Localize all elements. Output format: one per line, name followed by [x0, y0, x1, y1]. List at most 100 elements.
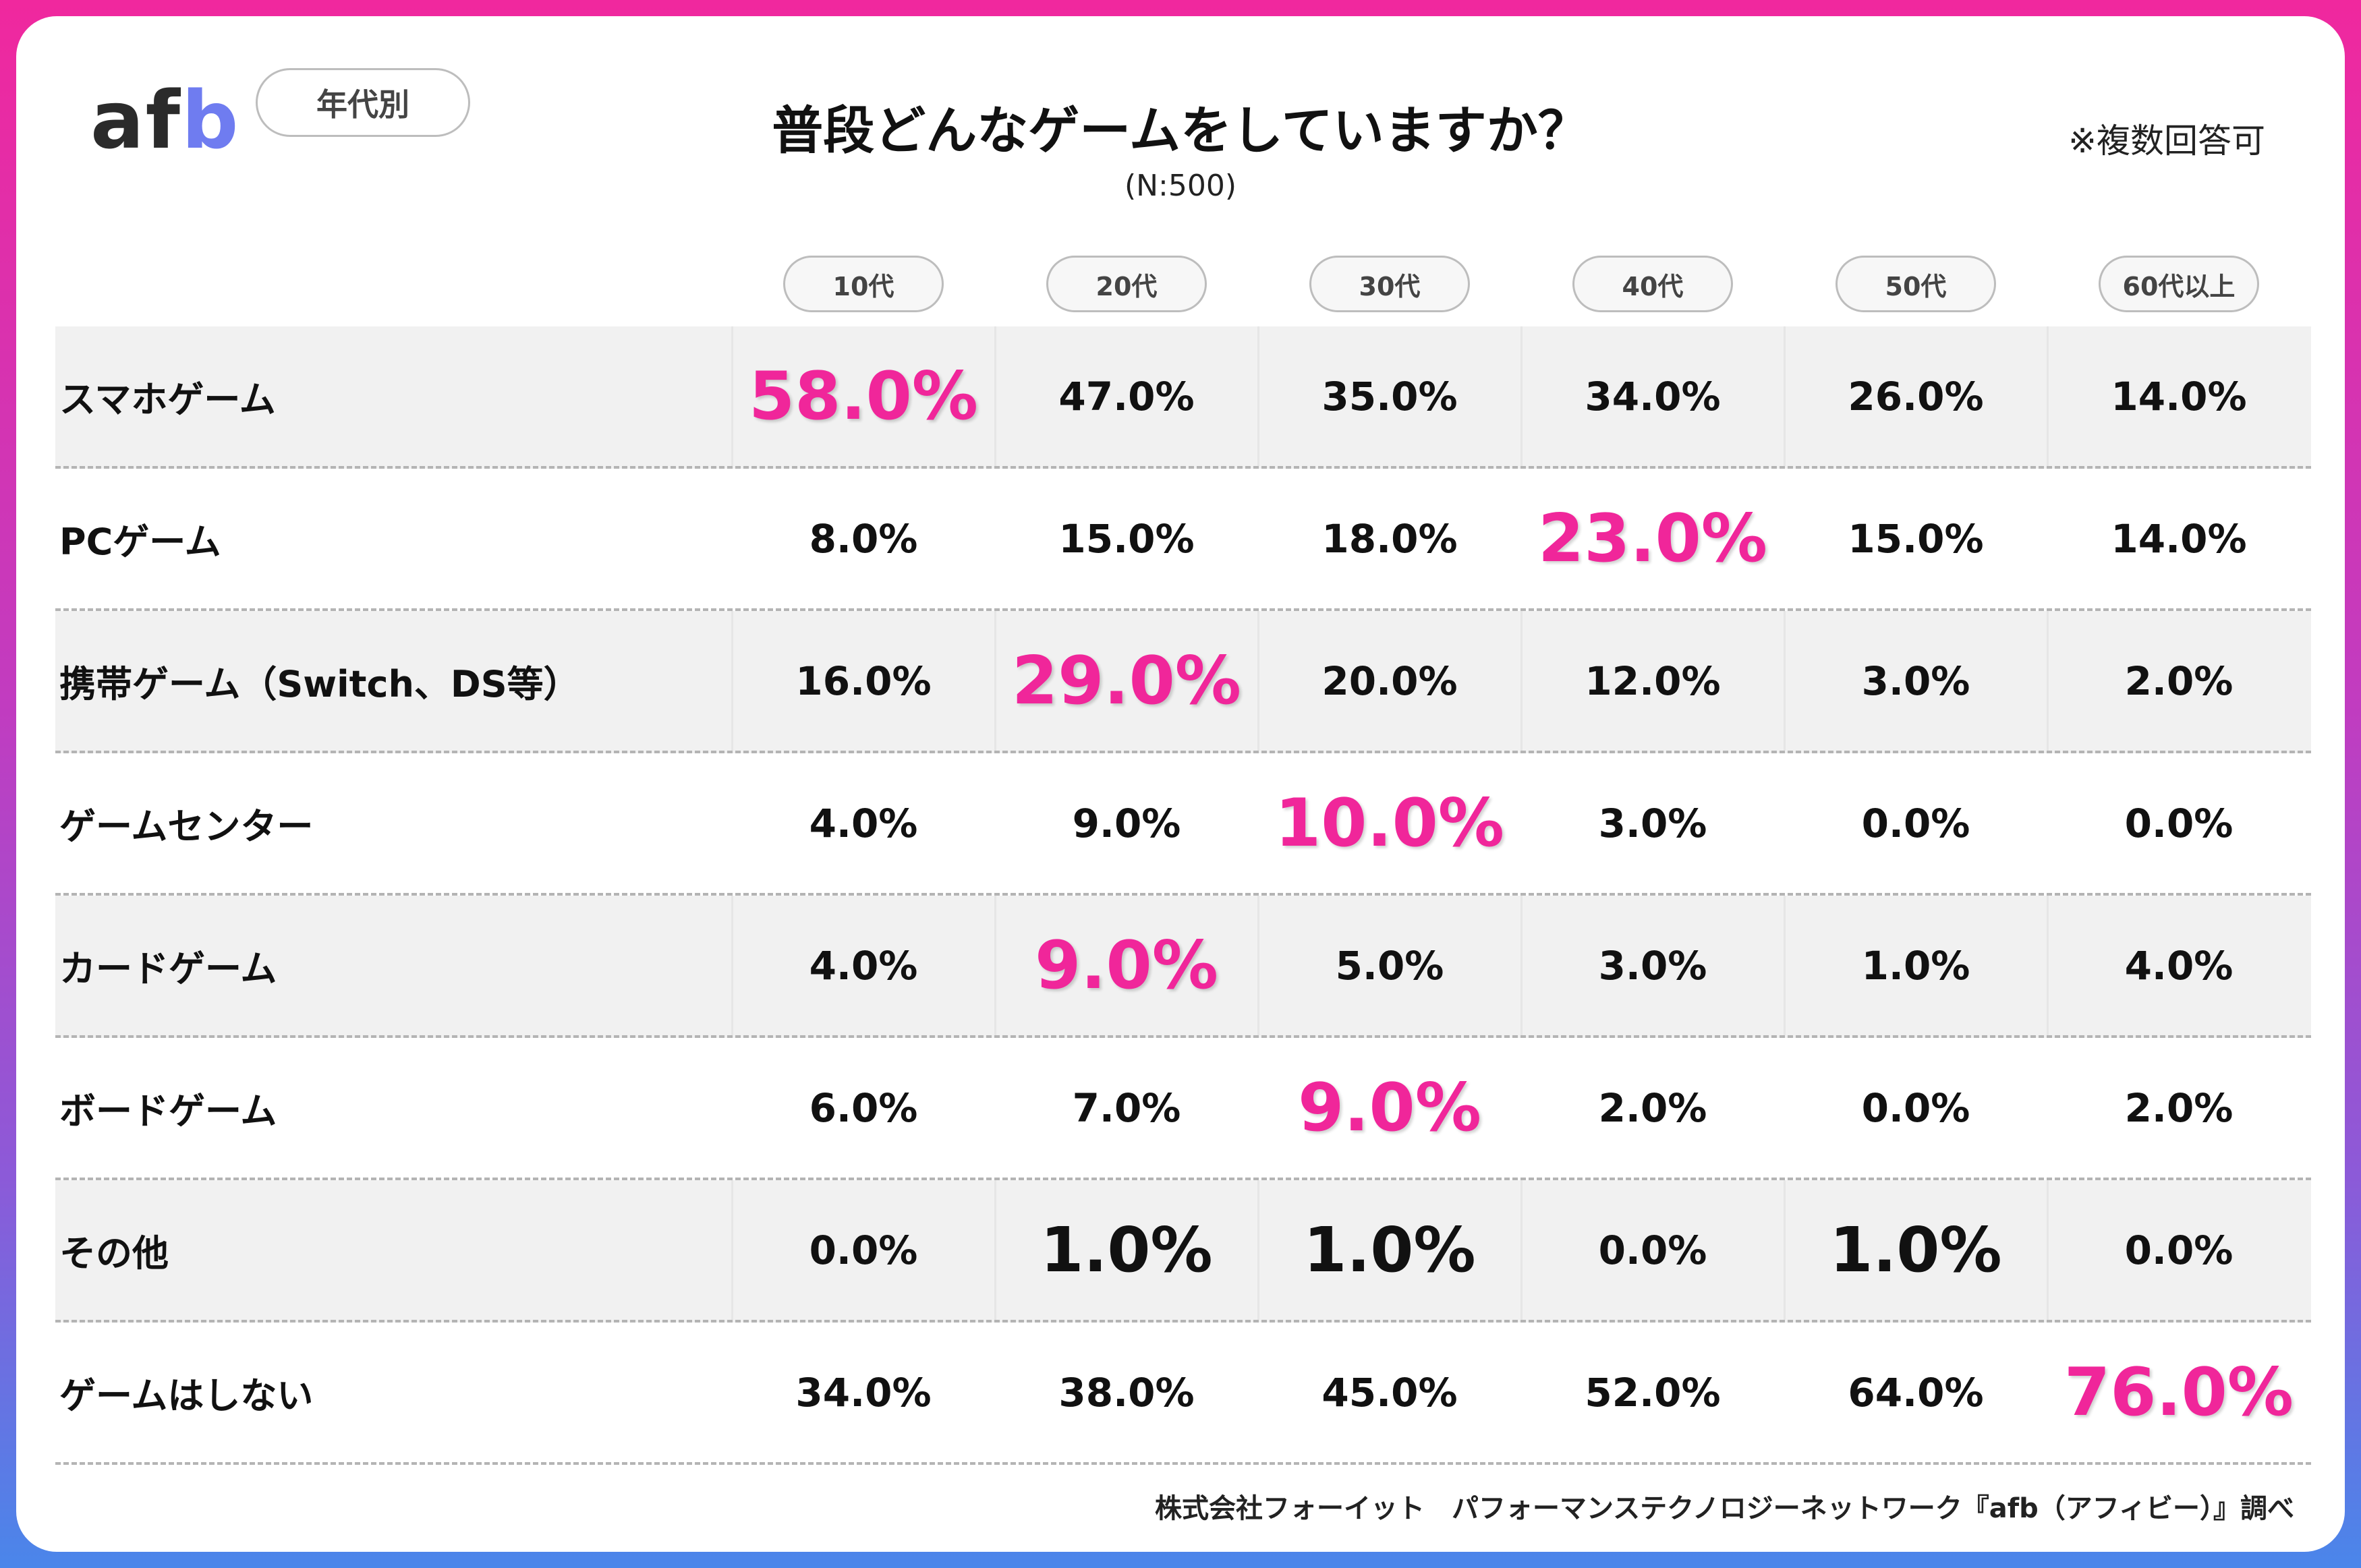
cell-value: 3.0%: [1861, 658, 1970, 704]
cell-value: 1.0%: [1040, 1214, 1213, 1286]
table-row: PCゲーム 8.0% 15.0% 18.0% 23.0% 15.0% 14.0%: [55, 469, 2311, 611]
cell-value-highlight: 9.0%: [1298, 1069, 1481, 1146]
column-separator: [1257, 1180, 1259, 1320]
cell-value: 4.0%: [809, 942, 918, 989]
cell-value-highlight: 58.0%: [749, 357, 978, 435]
column-separator: [1784, 611, 1786, 751]
cell-value: 4.0%: [2124, 942, 2234, 989]
cell-value: 26.0%: [1848, 373, 1984, 419]
row-label: PCゲーム: [59, 521, 221, 563]
cell-value: 2.0%: [2124, 1084, 2234, 1131]
column-header-2: 20代: [1046, 256, 1207, 312]
table-row: 携帯ゲーム（Switch、DS等） 16.0% 29.0% 20.0% 12.0% 3.0…: [55, 611, 2311, 753]
cell-value: 0.0%: [809, 1227, 918, 1273]
cell-value: 7.0%: [1072, 1084, 1181, 1131]
table-row: スマホゲーム 58.0% 47.0% 35.0% 34.0% 26.0% 14.0%: [55, 326, 2311, 469]
cell-value: 3.0%: [1598, 800, 1707, 846]
column-header-5: 50代: [1836, 256, 1996, 312]
survey-card: afb 年代別 普段どんなゲームをしていますか？ (N:500) ※複数回答可 …: [16, 16, 2345, 1552]
column-separator: [994, 611, 996, 751]
cell-value: 5.0%: [1335, 942, 1444, 989]
cell-value: 47.0%: [1058, 373, 1195, 419]
page-title: 普段どんなゲームをしていますか？: [772, 100, 1589, 161]
column-separator: [731, 1180, 733, 1320]
cell-value: 1.0%: [1861, 942, 1970, 989]
cell-value: 18.0%: [1321, 515, 1458, 562]
column-separator: [1257, 896, 1259, 1035]
column-separator: [1784, 326, 1786, 466]
cell-value: 0.0%: [1861, 1084, 1970, 1131]
cell-value: 20.0%: [1321, 658, 1458, 704]
row-label: 携帯ゲーム（Switch、DS等）: [59, 663, 580, 705]
cell-value: 38.0%: [1058, 1369, 1195, 1416]
cell-value: 52.0%: [1585, 1369, 1721, 1416]
cell-value: 14.0%: [2111, 515, 2247, 562]
cell-value: 6.0%: [809, 1084, 918, 1131]
table-row: ゲームはしない 34.0% 38.0% 45.0% 52.0% 64.0% 76.0%: [55, 1323, 2311, 1465]
cell-value: 2.0%: [2124, 658, 2234, 704]
cell-value: 0.0%: [2124, 1227, 2234, 1273]
cell-value: 16.0%: [795, 658, 932, 704]
cell-value: 4.0%: [809, 800, 918, 846]
column-separator: [1784, 896, 1786, 1035]
multiple-answer-note: ※複数回答可: [2068, 121, 2265, 161]
cell-value: 9.0%: [1072, 800, 1181, 846]
column-separator: [1257, 611, 1259, 751]
column-separator: [1520, 896, 1523, 1035]
cell-value: 0.0%: [1598, 1227, 1707, 1273]
category-pill: 年代別: [256, 68, 470, 137]
cell-value-highlight: 76.0%: [2064, 1354, 2294, 1431]
column-separator: [994, 896, 996, 1035]
cell-value: 64.0%: [1848, 1369, 1984, 1416]
column-header-4: 40代: [1572, 256, 1733, 312]
cell-value: 15.0%: [1058, 515, 1195, 562]
row-label: ゲームはしない: [59, 1374, 314, 1417]
cell-value: 35.0%: [1321, 373, 1458, 419]
cell-value-highlight: 23.0%: [1538, 500, 1767, 577]
cell-value: 8.0%: [809, 515, 918, 562]
column-separator: [1520, 326, 1523, 466]
column-header-3: 30代: [1309, 256, 1470, 312]
table-row: ゲームセンター 4.0% 9.0% 10.0% 3.0% 0.0% 0.0%: [55, 753, 2311, 896]
cell-value: 45.0%: [1321, 1369, 1458, 1416]
cell-value: 1.0%: [1303, 1214, 1476, 1286]
table-row: カードゲーム 4.0% 9.0% 5.0% 3.0% 1.0% 4.0%: [55, 896, 2311, 1038]
column-separator: [994, 326, 996, 466]
column-separator: [731, 326, 733, 466]
afb-logo: afb: [90, 74, 240, 167]
column-separator: [2047, 326, 2049, 466]
sample-size: (N:500): [1124, 169, 1237, 203]
row-label: カードゲーム: [59, 948, 277, 990]
row-label: その他: [59, 1232, 169, 1275]
cell-value: 34.0%: [1585, 373, 1721, 419]
cell-value: 15.0%: [1848, 515, 1984, 562]
column-header-6: 60代以上: [2099, 256, 2259, 312]
cell-value: 0.0%: [2124, 800, 2234, 846]
source-credit: 株式会社フォーイット パフォーマンステクノロジーネットワーク『afb（アフィビー…: [1154, 1493, 2294, 1524]
column-separator: [731, 896, 733, 1035]
cell-value: 12.0%: [1585, 658, 1721, 704]
row-label: ボードゲーム: [59, 1090, 277, 1132]
cell-value: 1.0%: [1829, 1214, 2002, 1286]
cell-value: 0.0%: [1861, 800, 1970, 846]
cell-value: 34.0%: [795, 1369, 932, 1416]
column-separator: [2047, 896, 2049, 1035]
cell-value: 2.0%: [1598, 1084, 1707, 1131]
column-separator: [1520, 611, 1523, 751]
cell-value-highlight: 29.0%: [1012, 642, 1241, 720]
cell-value: 14.0%: [2111, 373, 2247, 419]
column-separator: [2047, 611, 2049, 751]
column-separator: [994, 1180, 996, 1320]
column-separator: [1520, 1180, 1523, 1320]
column-separator: [731, 611, 733, 751]
table-row: その他 0.0% 1.0% 1.0% 0.0% 1.0% 0.0%: [55, 1180, 2311, 1323]
row-label: ゲームセンター: [59, 805, 314, 848]
cell-value-highlight: 10.0%: [1275, 784, 1504, 862]
column-separator: [2047, 1180, 2049, 1320]
table-row: ボードゲーム 6.0% 7.0% 9.0% 2.0% 0.0% 2.0%: [55, 1038, 2311, 1180]
column-separator: [1784, 1180, 1786, 1320]
column-header-1: 10代: [783, 256, 944, 312]
row-label: スマホゲーム: [59, 378, 276, 421]
column-separator: [1257, 326, 1259, 466]
cell-value-highlight: 9.0%: [1035, 927, 1218, 1004]
